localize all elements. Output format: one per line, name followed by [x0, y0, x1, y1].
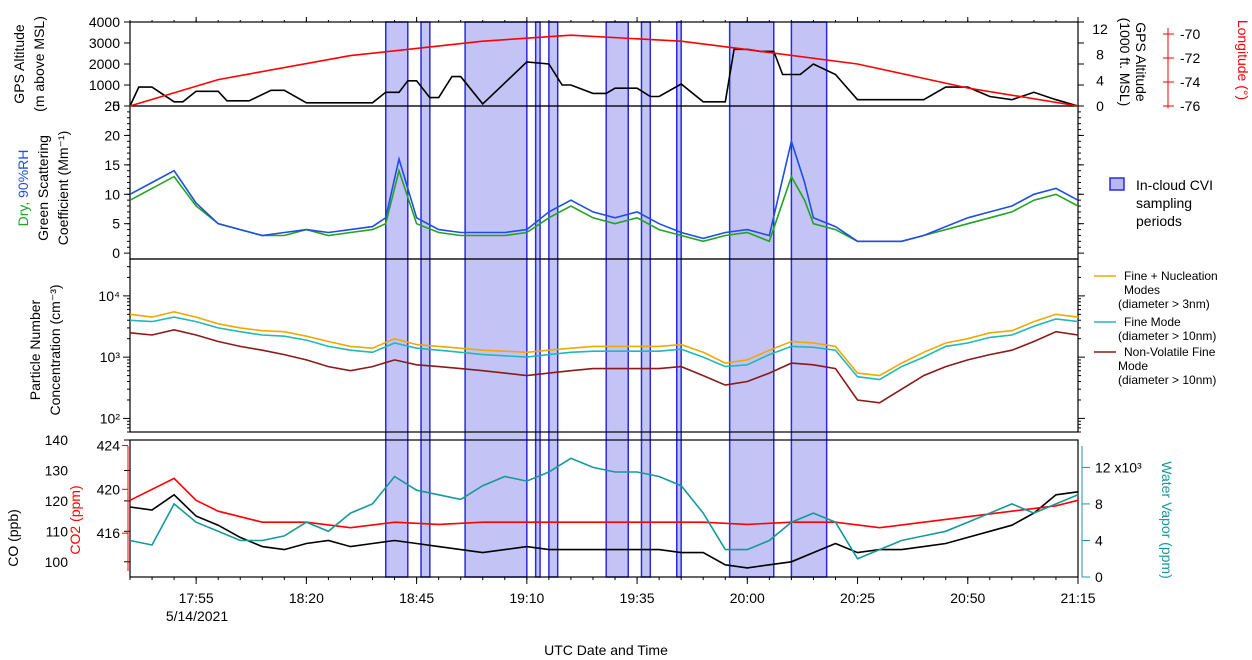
legend-label-fine-nucleation: Fine + Nucleation Modes (diameter > 3nm)	[1118, 269, 1218, 311]
y-tick-label: 10	[104, 186, 120, 202]
x-tick-label: 20:50	[950, 590, 985, 606]
y-tick-label: 0	[112, 98, 120, 114]
x-tick-label: 19:10	[509, 590, 544, 606]
y-label-particles: Particle Number	[27, 299, 43, 400]
y-tick-label: 110	[46, 523, 69, 539]
x-date-label: 5/14/2021	[166, 608, 228, 624]
cloud-period-band	[640, 21, 652, 578]
y-tick-label: 424	[97, 437, 121, 453]
y-label-particles: Concentration (cm⁻³)	[47, 284, 63, 415]
x-tick-label: 19:35	[620, 590, 655, 606]
y-tick-label: 4	[1095, 532, 1103, 548]
x-tick-label: 17:55	[179, 590, 214, 606]
panel-frame	[129, 258, 1079, 433]
y-tick-label: 0	[1096, 98, 1104, 114]
y-label-scattering: Coefficient (Mm⁻¹)	[55, 131, 71, 245]
y-tick-label: 15	[104, 157, 120, 173]
y-tick-label: 10³	[100, 349, 121, 365]
y-tick-label: 3000	[89, 35, 120, 51]
legend-cloud-swatch	[1109, 177, 1125, 191]
y-tick-label: 4	[1096, 72, 1104, 88]
y-tick-label: 20	[104, 127, 120, 143]
y-tick-label: 416	[97, 525, 121, 541]
legend-cloud-label: In-cloud CVI sampling periods	[1136, 177, 1213, 229]
cloud-period-band	[384, 21, 409, 578]
series-layer	[129, 34, 1079, 569]
legend: In-cloud CVI sampling periods Fine + Nucle…	[1094, 177, 1218, 387]
series-line	[129, 457, 1079, 560]
y-tick-label: 120	[45, 493, 69, 509]
y-tick-label: 0	[112, 245, 120, 261]
axis-labels-layer: UTC Date and Time 5/14/2021 CO (ppb) CO2…	[5, 20, 1251, 658]
cloud-period-band	[464, 21, 528, 578]
y-tick-label: 12 x10³	[1095, 459, 1142, 475]
series-line	[129, 328, 1079, 404]
series-line	[129, 48, 1079, 107]
y-tick-label: 2000	[89, 56, 120, 72]
y-tick-label: 10²	[100, 410, 121, 426]
y-tick-label: 0	[1095, 569, 1103, 585]
y-label-scattering: Dry, 90%RH	[15, 150, 31, 227]
y-tick-label: 100	[45, 554, 69, 570]
y-tick-label: 8	[1095, 496, 1103, 512]
x-axis-label: UTC Date and Time	[544, 642, 668, 658]
cloud-period-band	[548, 21, 559, 578]
cloud-periods-layer	[384, 21, 828, 578]
y-tick-label: 1000	[89, 77, 120, 93]
panel-frames-layer	[129, 21, 1079, 578]
x-tick-label: 21:15	[1060, 590, 1095, 606]
y-label-co2: CO2 (ppm)	[67, 485, 83, 554]
y-tick-label: 25	[104, 98, 120, 114]
cloud-period-band	[605, 21, 630, 578]
panel-frame	[129, 439, 1079, 578]
y-tick-label: 12	[1092, 21, 1108, 37]
y-label-longitude: Longitude (°)	[1235, 20, 1251, 100]
y-tick-label: 140	[45, 432, 69, 448]
y-tick-label: 4000	[89, 14, 120, 30]
y-label-altitude-ft: (1000 ft. MSL)	[1117, 18, 1133, 107]
y-label-altitude-m: GPS Altitude	[11, 24, 27, 104]
cloud-period-band	[420, 21, 431, 578]
y-tick-label: -70	[1180, 26, 1200, 42]
legend-label-nonvolatile: Non-Volatile Fine Mode (diameter > 10nm)	[1118, 345, 1216, 387]
series-line	[129, 491, 1079, 569]
cloud-period-band	[790, 21, 828, 578]
y-tick-label: 5	[112, 216, 120, 232]
x-tick-label: 18:20	[289, 590, 324, 606]
y-label-altitude-ft: GPS Altitude	[1133, 22, 1149, 102]
y-tick-label: 10⁴	[98, 288, 120, 304]
legend-label-fine-mode: Fine Mode (diameter > 10nm)	[1118, 315, 1216, 343]
x-tick-label: 18:45	[399, 590, 434, 606]
y-label-scattering: Green Scattering	[35, 135, 51, 241]
y-label-altitude-m: (m above MSL)	[31, 16, 47, 112]
cloud-period-band	[534, 21, 541, 578]
y-tick-label: 420	[97, 481, 121, 497]
y-tick-label: -76	[1180, 98, 1200, 114]
y-tick-label: 130	[45, 462, 69, 478]
series-line	[129, 138, 1079, 243]
y-label-water-vapor: Water Vapor (ppm)	[1159, 461, 1175, 578]
y-tick-label: -72	[1180, 50, 1200, 66]
y-tick-label: 8	[1096, 47, 1104, 63]
series-line	[129, 310, 1079, 377]
series-line	[129, 316, 1079, 381]
y-tick-label: -74	[1180, 74, 1200, 90]
series-line	[129, 34, 1079, 107]
cloud-period-band	[728, 21, 775, 578]
y-label-co: CO (ppb)	[5, 509, 21, 567]
series-line	[129, 477, 1079, 529]
x-tick-label: 20:25	[840, 590, 875, 606]
cloud-period-band	[676, 21, 682, 578]
x-tick-label: 20:00	[730, 590, 765, 606]
